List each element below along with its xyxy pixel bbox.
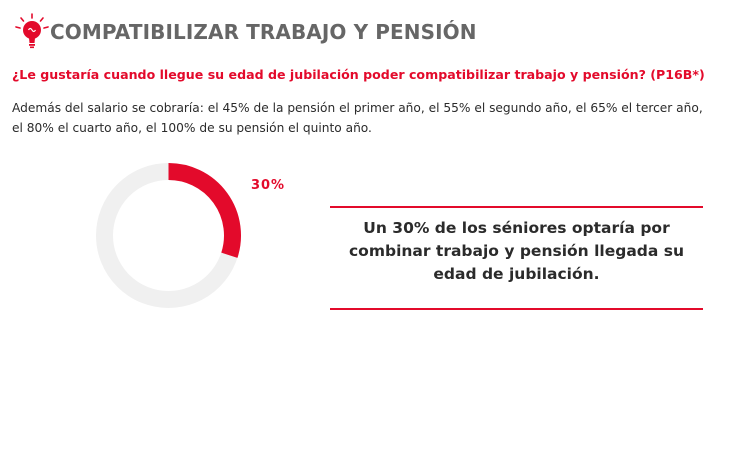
callout-line-2: combinar trabajo y pensión llegada su [348,242,685,260]
header: COMPATIBILIZAR TRABAJO Y PENSIÓN [12,12,477,52]
callout-divider-bottom [330,308,703,310]
lightbulb-icon [15,13,49,49]
callout-line-3: edad de jubilación. [433,265,600,283]
donut-data-label: 30% [251,178,285,193]
callout-divider-top [330,206,703,208]
salary-note: Además del salario se cobraría: el 45% d… [12,98,752,138]
page-title: COMPATIBILIZAR TRABAJO Y PENSIÓN [50,20,477,44]
donut-chart: 30% [96,163,285,308]
callout-text: Un 30% de los séniores optaría por combi… [330,217,703,286]
donut-slice-si [168,163,241,258]
callout-line-1: Un 30% de los séniores optaría por [363,219,670,237]
survey-question: ¿Le gustaría cuando llegue su edad de ju… [12,67,705,82]
salary-note-line-2: el 80% el cuarto año, el 100% de su pens… [12,121,372,135]
salary-note-line-1: Además del salario se cobraría: el 45% d… [12,101,703,115]
